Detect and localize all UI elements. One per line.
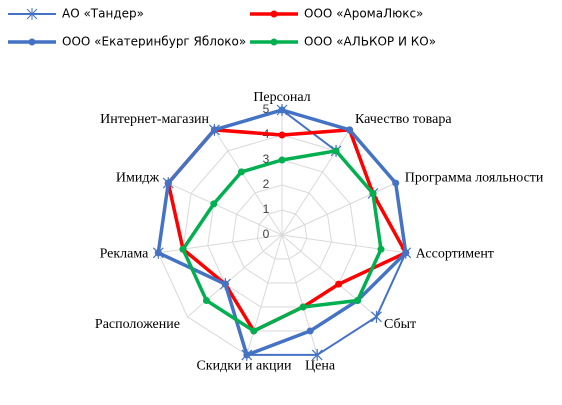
spoke — [187, 234, 283, 318]
marker — [210, 126, 218, 134]
legend-label: ООО «АЛЬКОР И КО» — [304, 35, 436, 49]
spoke — [281, 234, 406, 254]
legend-label: ООО «АромаЛюкс» — [304, 7, 423, 21]
marker — [377, 245, 385, 253]
marker — [335, 280, 343, 288]
r-tick-label: 0 — [263, 227, 270, 241]
marker — [278, 156, 286, 164]
category-label: Реклама — [100, 247, 150, 262]
legend-item: ООО «АЛЬКОР И КО» — [250, 35, 436, 49]
category-label: Персонал — [253, 90, 310, 105]
marker — [278, 106, 286, 114]
marker — [250, 327, 258, 335]
marker — [154, 249, 162, 257]
marker — [354, 296, 362, 304]
marker — [237, 168, 245, 176]
category-label: Расположение — [95, 317, 180, 332]
spoke — [281, 129, 351, 236]
legend-marker — [26, 8, 38, 20]
legend-marker — [28, 38, 36, 46]
spoke — [158, 234, 283, 254]
legend-marker — [270, 38, 278, 46]
marker — [392, 179, 400, 187]
r-tick-label: 3 — [263, 152, 270, 166]
marker — [332, 147, 340, 155]
category-label: Программа лояльности — [405, 170, 544, 185]
marker — [402, 249, 410, 257]
marker — [369, 189, 377, 197]
series-line — [181, 148, 383, 333]
marker — [221, 280, 229, 288]
marker — [306, 327, 314, 335]
spoke — [213, 129, 283, 236]
marker — [210, 200, 218, 208]
spoke — [281, 234, 377, 318]
legend-label: АО «Тандер» — [62, 7, 144, 21]
category-label: Сбыт — [384, 317, 416, 332]
spoke — [168, 182, 283, 236]
series-line — [156, 108, 408, 358]
marker — [179, 245, 187, 253]
r-tick-label: 2 — [263, 177, 270, 191]
marker — [346, 126, 354, 134]
marker — [164, 179, 172, 187]
r-tick-label: 5 — [263, 102, 270, 116]
marker — [243, 351, 251, 359]
legend-item: АО «Тандер» — [8, 7, 144, 21]
grid-ring — [256, 209, 308, 260]
marker — [371, 310, 382, 323]
marker — [299, 303, 307, 311]
category-label: Интернет-магазин — [100, 112, 209, 127]
grid-ring — [231, 184, 333, 284]
legend-label: ООО «Екатеринбург Яблоко» — [62, 35, 246, 49]
r-tick-label: 1 — [263, 202, 270, 216]
category-label: Ассортимент — [416, 247, 494, 262]
marker — [311, 348, 323, 361]
marker — [202, 296, 210, 304]
category-label: Цена — [305, 359, 336, 374]
legend-item: ООО «АромаЛюкс» — [250, 7, 423, 21]
category-label: Качество товара — [355, 112, 452, 127]
legend-marker — [270, 10, 278, 18]
legend-item: ООО «Екатеринбург Яблоко» — [8, 35, 246, 49]
spoke — [281, 234, 318, 356]
marker — [278, 131, 286, 139]
category-label: Скидки и акции — [196, 359, 292, 374]
spoke — [281, 182, 396, 236]
category-label: Имидж — [116, 170, 160, 185]
spoke — [246, 234, 283, 356]
